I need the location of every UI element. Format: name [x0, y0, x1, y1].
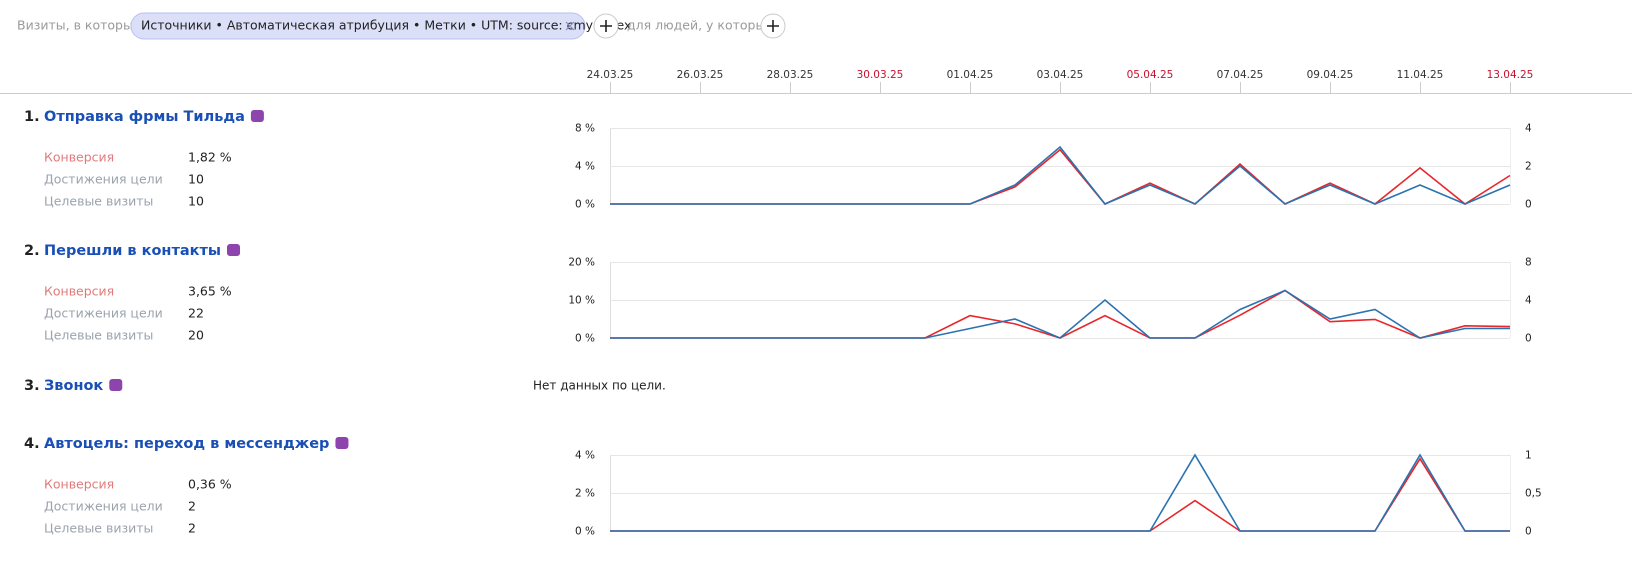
goal-number: 1.	[24, 109, 40, 125]
y-tick-label: 0 %	[575, 526, 595, 538]
metric-label: Целевые визиты	[44, 521, 153, 536]
goal-title[interactable]: Отправка фрмы Тильда	[44, 109, 245, 125]
goal-icon	[335, 437, 349, 449]
goal-title[interactable]: Перешли в контакты	[44, 243, 221, 259]
y2-tick-label: 4	[1525, 295, 1532, 307]
y-tick-label: 0 %	[575, 199, 595, 211]
metric-value: 22	[188, 306, 204, 321]
goal-number: 2.	[24, 243, 40, 259]
filter-middle: для людей, у которых	[627, 18, 773, 33]
y2-tick-label: 2	[1525, 161, 1532, 173]
chip-close[interactable]	[565, 21, 575, 31]
filter-prefix: Визиты, в которых	[17, 18, 140, 33]
goal-title[interactable]: Автоцель: переход в мессенджер	[44, 436, 329, 452]
metric-value: 2	[188, 499, 196, 514]
goal-icon	[227, 244, 241, 256]
metric-label: Достижения цели	[44, 172, 163, 187]
metric-label: Конверсия	[44, 284, 114, 299]
filter-chip-text: Источники • Автоматическая атрибуция • М…	[141, 18, 631, 33]
y-tick-label: 0 %	[575, 333, 595, 345]
date-label: 05.04.25	[1127, 69, 1174, 81]
no-data: Нет данных по цели.	[533, 379, 666, 393]
add-icon	[600, 20, 612, 32]
y-tick-label: 20 %	[568, 257, 595, 269]
series-line	[610, 289, 1510, 339]
series-line	[610, 145, 1511, 205]
date-label: 11.04.25	[1397, 69, 1444, 81]
series-line	[610, 148, 1511, 205]
metric-value: 3,65 %	[188, 284, 232, 299]
metric-value: 20	[188, 328, 204, 343]
metric-value: 10	[188, 172, 204, 187]
series-line	[610, 453, 1510, 532]
y2-tick-label: 8	[1525, 257, 1532, 269]
date-label: 03.04.25	[1037, 69, 1084, 81]
date-label: 01.04.25	[947, 69, 994, 81]
series-line	[610, 457, 1510, 532]
metric-label: Достижения цели	[44, 499, 163, 514]
y2-tick-label: 1	[1525, 450, 1532, 462]
metric-label: Конверсия	[44, 477, 114, 492]
y-tick-label: 4 %	[575, 450, 595, 462]
y2-tick-label: 0	[1525, 199, 1532, 211]
metric-label: Достижения цели	[44, 306, 163, 321]
add-icon	[767, 20, 779, 32]
y2-tick-label: 0,5	[1525, 488, 1542, 500]
date-label: 07.04.25	[1217, 69, 1264, 81]
y2-tick-label: 0	[1525, 333, 1532, 345]
goal-number: 3.	[24, 378, 40, 394]
y-tick-label: 8 %	[575, 123, 595, 135]
goal-icon	[250, 110, 264, 122]
date-label: 09.04.25	[1307, 69, 1354, 81]
date-label: 26.03.25	[677, 69, 724, 81]
series-line	[610, 289, 1511, 339]
metric-value: 10	[188, 194, 204, 209]
metric-label: Целевые визиты	[44, 328, 153, 343]
y-tick-label: 2 %	[575, 488, 595, 500]
metric-label: Целевые визиты	[44, 194, 153, 209]
date-label: 24.03.25	[587, 69, 634, 81]
filter-chip[interactable]	[130, 12, 586, 40]
date-label: 30.03.25	[857, 69, 904, 81]
metric-value: 0,36 %	[188, 477, 232, 492]
metric-value: 1,82 %	[188, 150, 232, 165]
goal-title[interactable]: Звонок	[44, 378, 103, 394]
date-label: 28.03.25	[767, 69, 814, 81]
y-tick-label: 10 %	[568, 295, 595, 307]
y-tick-label: 4 %	[575, 161, 595, 173]
y2-tick-label: 4	[1525, 123, 1532, 135]
goal-icon	[109, 379, 123, 391]
metric-label: Конверсия	[44, 150, 114, 165]
metric-value: 2	[188, 521, 196, 536]
date-label: 13.04.25	[1487, 69, 1534, 81]
goal-number: 4.	[24, 436, 40, 452]
y2-tick-label: 0	[1525, 526, 1532, 538]
